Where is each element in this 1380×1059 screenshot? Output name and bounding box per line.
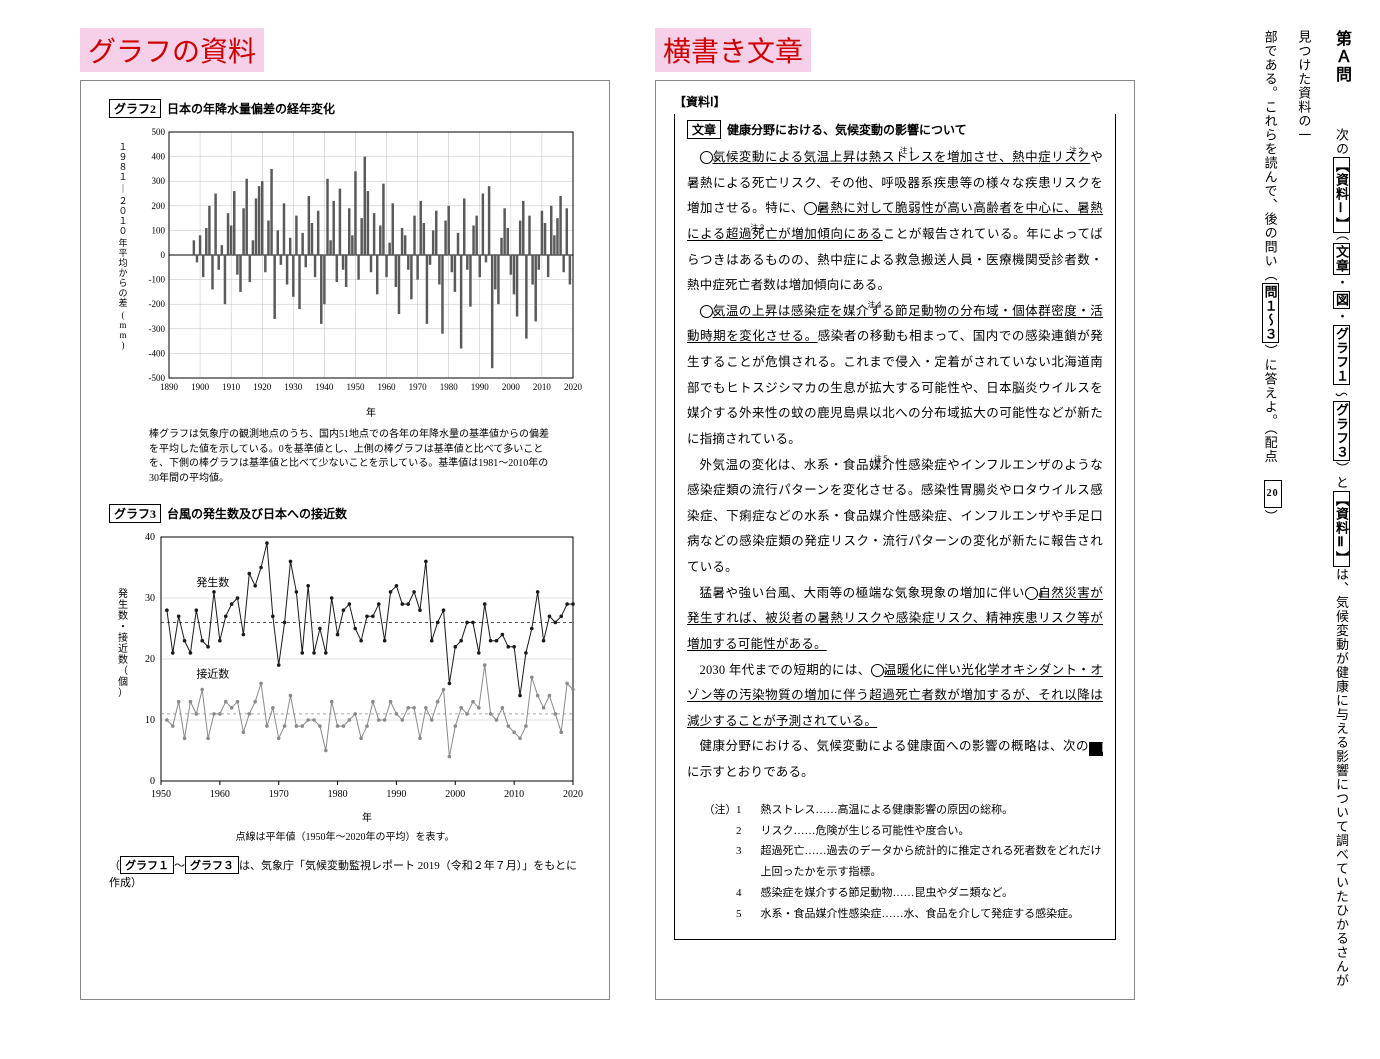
svg-text:400: 400 (152, 152, 166, 162)
svg-text:(: ( (122, 310, 125, 320)
annotation-left: グラフの資料 (80, 28, 264, 72)
svg-text:1950: 1950 (346, 382, 365, 392)
svg-text:1960: 1960 (378, 382, 397, 392)
svg-text:（: （ (118, 665, 128, 677)
svg-text:差: 差 (118, 297, 127, 308)
svg-text:個: 個 (118, 675, 128, 688)
svg-text:20: 20 (145, 654, 155, 665)
svg-text:1900: 1900 (191, 382, 210, 392)
svg-text:１: １ (118, 142, 127, 152)
svg-text:接: 接 (118, 631, 128, 644)
svg-text:均: 均 (118, 257, 127, 268)
svg-text:1960: 1960 (210, 789, 230, 800)
annotation-right: 横書き文章 (655, 28, 811, 72)
svg-text:1940: 1940 (315, 382, 334, 392)
svg-text:1930: 1930 (284, 382, 303, 392)
svg-text:200: 200 (152, 201, 166, 211)
svg-text:2010: 2010 (533, 382, 552, 392)
left-page: グラフ2 日本の年降水量偏差の経年変化 -500-400-300-200-100… (80, 80, 610, 1000)
graph2-chart: -500-400-300-200-10001002003004005001890… (109, 122, 583, 422)
svg-text:９: ９ (118, 152, 127, 162)
svg-text:発: 発 (118, 587, 128, 600)
graph3-label: グラフ3 (109, 504, 161, 523)
svg-text:m: m (119, 320, 126, 330)
svg-text:1970: 1970 (409, 382, 428, 392)
svg-text:近: 近 (118, 642, 128, 655)
svg-text:300: 300 (152, 176, 166, 186)
sidebar-heading: 第Ａ問 (1333, 30, 1350, 84)
svg-text:0: 0 (150, 776, 155, 787)
svg-text:m: m (119, 330, 126, 340)
svg-text:か: か (118, 268, 127, 278)
svg-text:30: 30 (145, 593, 155, 604)
svg-text:-300: -300 (149, 324, 166, 334)
svg-text:の: の (118, 288, 127, 298)
svg-text:１: １ (118, 172, 127, 182)
svg-text:1990: 1990 (471, 382, 490, 392)
svg-text:２: ２ (118, 196, 127, 206)
svg-text:2020: 2020 (563, 789, 583, 800)
svg-text:1990: 1990 (386, 789, 406, 800)
svg-text:１: １ (118, 216, 127, 226)
svg-text:数: 数 (118, 609, 128, 622)
svg-text:８: ８ (118, 162, 127, 172)
graph2-title: 日本の年降水量偏差の経年変化 (167, 100, 335, 117)
svg-text:数: 数 (118, 653, 128, 666)
svg-text:1970: 1970 (269, 789, 289, 800)
svg-text:・: ・ (118, 622, 128, 633)
passage-label: 文章 (687, 120, 721, 139)
svg-text:年: 年 (366, 406, 376, 419)
source-note: （グラフ１〜グラフ３は、気象庁「気候変動監視レポート 2019（令和２年７月）」… (109, 856, 581, 890)
footnotes: （注）1 熱ストレス……高温による健康影響の原因の総称。 2 リスク……危険が生… (687, 800, 1103, 925)
svg-text:生: 生 (118, 598, 128, 611)
graph3-caption: 点線は平年値（1950年〜2020年の平均）を表す。 (109, 831, 581, 846)
svg-text:1980: 1980 (328, 789, 348, 800)
svg-text:2000: 2000 (502, 382, 521, 392)
svg-text:1910: 1910 (222, 382, 241, 392)
svg-text:０: ０ (118, 206, 127, 216)
svg-text:2010: 2010 (504, 789, 524, 800)
svg-text:2020: 2020 (564, 382, 583, 392)
svg-text:発生数: 発生数 (196, 575, 229, 589)
svg-text:-400: -400 (149, 348, 166, 358)
graph3-title: 台風の発生数及び日本への接近数 (167, 505, 347, 522)
svg-text:年: 年 (362, 811, 372, 824)
svg-text:100: 100 (152, 225, 166, 235)
svg-text:-200: -200 (149, 299, 166, 309)
svg-text:1890: 1890 (160, 382, 179, 392)
svg-text:0: 0 (161, 250, 166, 260)
question-sidebar: 第Ａ問 次の【資料Ⅰ】（文章・図・グラフ１〜グラフ３）と【資料Ⅱ】は、気候変動が… (1253, 30, 1362, 990)
svg-text:1980: 1980 (440, 382, 459, 392)
svg-text:平: 平 (118, 248, 127, 258)
svg-text:｜: ｜ (118, 184, 127, 194)
svg-text:1920: 1920 (253, 382, 272, 392)
graph2-label: グラフ2 (109, 99, 161, 118)
graph3-chart: 0 10 20 30 40 1950 1960 1970 1980 1990 2000 2010 202… (109, 527, 583, 827)
graph2-caption: 棒グラフは気象庁の観測地点のうち、国内51地点での各年の年降水量の基準値からの偏… (149, 428, 557, 486)
right-page: 【資料Ⅰ】 文章 健康分野における、気候変動の影響について a気候変動による気温… (655, 80, 1135, 1000)
svg-text:40: 40 (145, 532, 155, 543)
passage-title: 健康分野における、気候変動の影響について (727, 121, 967, 138)
right-header: 【資料Ⅰ】 (674, 93, 1116, 110)
svg-text:-100: -100 (149, 275, 166, 285)
svg-text:10: 10 (145, 715, 155, 726)
svg-text:1950: 1950 (151, 789, 171, 800)
svg-text:500: 500 (152, 127, 166, 137)
svg-text:ら: ら (118, 278, 127, 288)
svg-text:2000: 2000 (445, 789, 465, 800)
svg-text:): ) (122, 340, 125, 350)
svg-text:）: ） (118, 687, 128, 699)
svg-text:０: ０ (118, 226, 127, 236)
svg-text:年: 年 (118, 237, 127, 248)
passage-body: a気候変動による気温上昇は注１熱ストレスを増加させ、熱中症注２リスクや暑熱による… (687, 145, 1103, 786)
svg-text:接近数: 接近数 (196, 667, 229, 680)
